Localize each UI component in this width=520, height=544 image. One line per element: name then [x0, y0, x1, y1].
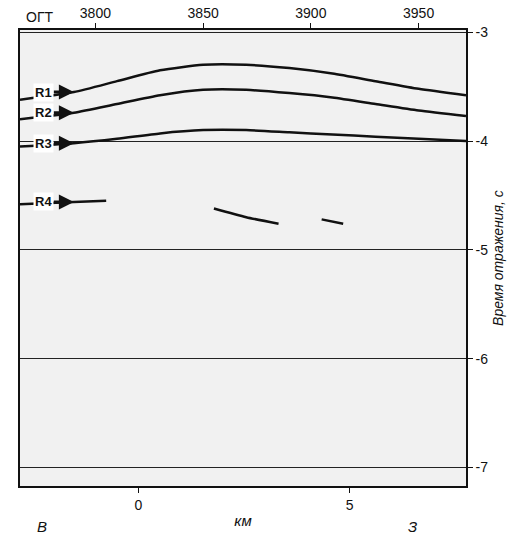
svg-text:ОГТ: ОГТ — [26, 9, 53, 25]
svg-text:3850: 3850 — [188, 5, 219, 21]
svg-text:R1: R1 — [35, 85, 52, 100]
svg-text:-3: -3 — [476, 24, 489, 40]
svg-text:-7: -7 — [476, 459, 489, 475]
svg-text:3950: 3950 — [403, 5, 434, 21]
svg-text:3900: 3900 — [295, 5, 326, 21]
svg-text:-4: -4 — [476, 133, 489, 149]
svg-text:-5: -5 — [476, 242, 489, 258]
svg-text:3800: 3800 — [80, 5, 111, 21]
svg-text:км: км — [234, 512, 251, 529]
svg-text:-6: -6 — [476, 351, 489, 367]
svg-text:5: 5 — [346, 497, 354, 513]
svg-text:Время отражения, с: Время отражения, с — [490, 190, 506, 326]
svg-text:З: З — [408, 518, 417, 535]
svg-text:В: В — [37, 518, 47, 535]
svg-text:R4: R4 — [35, 194, 52, 209]
svg-text:0: 0 — [134, 497, 142, 513]
svg-text:R2: R2 — [35, 105, 52, 120]
svg-text:R3: R3 — [35, 136, 52, 151]
